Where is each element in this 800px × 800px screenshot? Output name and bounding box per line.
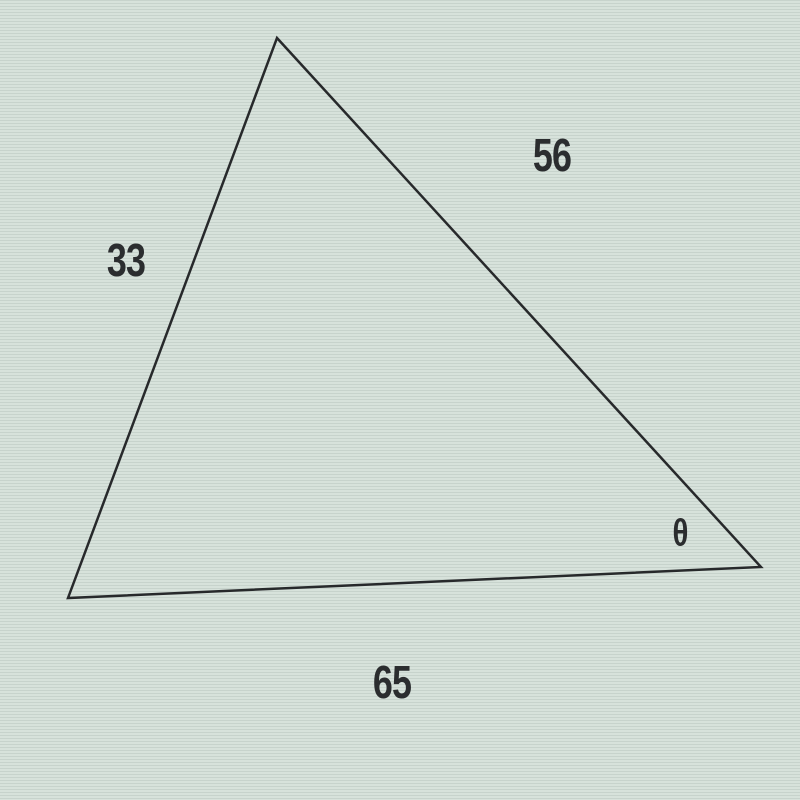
- side-bottom-label: 65: [373, 655, 411, 709]
- side-left-label: 33: [107, 233, 145, 287]
- side-right-label: 56: [533, 128, 571, 182]
- angle-bottom-right-label: θ: [672, 512, 687, 555]
- triangle-diagram: 33 56 65 θ: [0, 0, 800, 800]
